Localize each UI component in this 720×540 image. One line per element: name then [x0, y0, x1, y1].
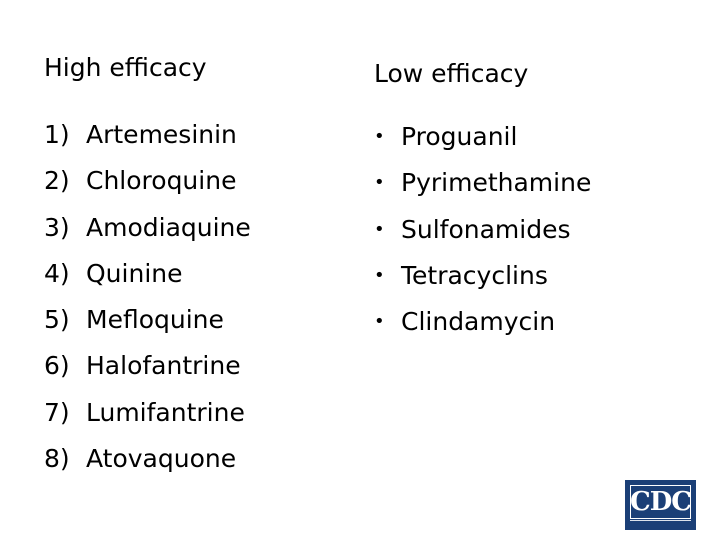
item-number: 6) [44, 351, 70, 381]
cdc-logo: CDC [625, 480, 696, 530]
high-efficacy-heading: High efficacy [44, 53, 207, 82]
bullet-icon: • [374, 172, 385, 194]
list-item: • Tetracyclins [374, 261, 591, 307]
item-label: Proguanil [401, 122, 518, 151]
low-efficacy-heading: Low efficacy [374, 59, 529, 88]
item-label: Lumifantrine [86, 397, 245, 427]
item-label: Tetracyclins [401, 260, 548, 290]
list-item: • Pyrimethamine [374, 168, 591, 214]
item-label: Sulfonamides [401, 214, 571, 244]
list-item: 8) Atovaquone [44, 444, 251, 490]
item-label: Quinine [86, 258, 183, 288]
list-item: 4) Quinine [44, 259, 251, 305]
list-item: • Sulfonamides [374, 215, 591, 261]
bullet-icon: • [374, 126, 385, 147]
item-number: 8) [44, 444, 70, 474]
bullet-icon: • [374, 264, 385, 286]
item-label: Atovaquone [86, 444, 237, 474]
cdc-logo-text: CDC [630, 487, 692, 517]
item-label: Halofantrine [86, 351, 241, 381]
item-number: 3) [44, 212, 70, 242]
high-efficacy-list: 1) Artemesinin 2) Chloroquine 3) Amodiaquin… [44, 120, 251, 490]
list-item: 7) Lumifantrine [44, 398, 251, 444]
list-item: 3) Amodiaquine [44, 213, 251, 259]
item-label: Amodiaquine [86, 212, 251, 242]
item-label: Clindamycin [401, 307, 556, 337]
item-number: 5) [44, 305, 70, 335]
item-label: Pyrimethamine [401, 168, 592, 198]
cdc-logo-frame: CDC [630, 485, 692, 519]
item-number: 4) [44, 258, 70, 288]
bullet-icon: • [374, 311, 385, 333]
item-number: 2) [44, 166, 70, 196]
list-item: 6) Halofantrine [44, 351, 251, 397]
item-number: 1) [44, 120, 70, 149]
list-item: • Proguanil [374, 122, 591, 168]
item-number: 7) [44, 397, 70, 427]
item-label: Mefloquine [86, 305, 224, 335]
list-item: 1) Artemesinin [44, 120, 251, 166]
bullet-icon: • [374, 218, 385, 240]
list-item: • Clindamycin [374, 307, 591, 353]
item-label: Artemesinin [86, 120, 237, 149]
low-efficacy-list: • Proguanil • Pyrimethamine • Sulfonamides … [374, 122, 591, 353]
item-label: Chloroquine [86, 166, 237, 196]
cdc-logo-tagline [630, 520, 691, 525]
list-item: 2) Chloroquine [44, 166, 251, 212]
list-item: 5) Mefloquine [44, 305, 251, 351]
